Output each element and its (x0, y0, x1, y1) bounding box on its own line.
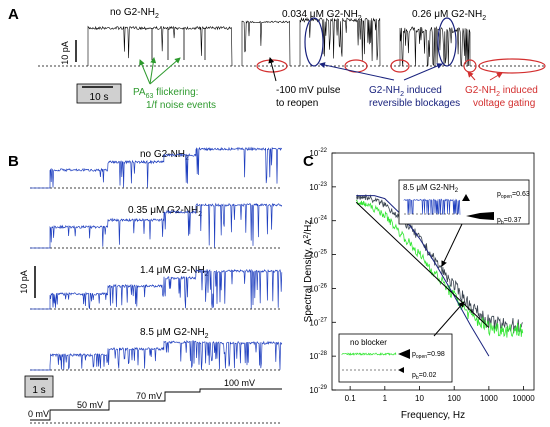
x-ticks: 0.1 1 10 100 1000 10000 (345, 386, 535, 403)
panel-b-scale-time-label: 1 s (32, 385, 45, 396)
y-tick-label-3: 10-25 (309, 250, 327, 260)
inset-top-popen: popen=0.63 (497, 191, 530, 200)
panel-a-trace-segment-2 (299, 16, 381, 67)
arrow-flicker-1 (139, 59, 151, 85)
panel-a-trace-segment-0 (87, 25, 233, 67)
annotation-gating-line2: voltage gating (473, 98, 535, 109)
voltage-100: 100 mV (224, 378, 255, 388)
ellipse-block-1 (304, 17, 324, 67)
y-tick-label-5: 10-27 (309, 317, 327, 327)
panel-b-trace-2 (30, 268, 283, 310)
panel-c-letter: C (303, 153, 314, 170)
inset-top-box (398, 179, 530, 225)
y-tick-label-7: 10-29 (309, 385, 327, 395)
inset-top-arrow (441, 223, 463, 267)
x-tick-label-4: 1000 (480, 394, 498, 403)
x-tick-label-5: 10000 (512, 394, 535, 403)
arrow-flicker-2 (149, 57, 157, 85)
voltage-70: 70 mV (136, 391, 162, 401)
plot-frame (331, 152, 535, 391)
x-tick-label-3: 100 (448, 394, 462, 403)
panel-c: C 10-2210-2310-2410-2510-2610-2710-2810-… (303, 148, 535, 421)
fit-line-0 (356, 195, 490, 357)
panel-b-trace-1 (30, 202, 283, 249)
inset-bottom-label: no blocker (350, 338, 387, 347)
annotation-flicker-line2: 1/f noise events (146, 100, 216, 111)
annotation-gating-line1: G2-NH2 induced (465, 85, 538, 98)
panel-a-label-none: no G2-NH2 (110, 7, 159, 20)
inset-bottom-histogram (398, 349, 410, 373)
inset-bottom-popen: popen=0.98 (412, 351, 445, 360)
inset-bottom-arrow (433, 301, 465, 337)
series-line-1 (355, 199, 524, 338)
y-tick-label-0: 10-22 (309, 148, 327, 158)
y-tick-label-2: 10-24 (309, 216, 327, 226)
voltage-protocol (30, 388, 282, 421)
annotation-pulse-line2: to reopen (276, 98, 318, 109)
inset-bottom-pb: pb=0.02 (412, 372, 437, 381)
panel-a-trace (87, 16, 471, 67)
panel-a-scale-time-label: 10 s (90, 92, 109, 103)
annotation-flicker-line1: PA63 flickering: (133, 87, 198, 100)
arrow-gating-2 (489, 72, 503, 81)
inset-top-label: 8.5 μM G2-NH2 (403, 183, 459, 194)
panel-b-label-1: 0.35 μM G2-NH2 (128, 205, 202, 218)
inset-top-trace-line (403, 198, 461, 216)
y-tick-label-6: 10-28 (309, 351, 327, 361)
inset-top-trace (403, 198, 461, 216)
y-axis-label: Spectral Density, A2/Hz (303, 220, 314, 323)
voltage-50: 50 mV (77, 400, 103, 410)
y-tick-label-1: 10-23 (309, 182, 327, 192)
inset-top-pb: pb=0.37 (497, 217, 522, 226)
panel-a-trace-segment-3 (399, 26, 471, 67)
series-line-0 (355, 194, 524, 334)
fit-line-1 (355, 201, 490, 328)
inset-top-histogram (462, 194, 494, 220)
panel-b: B no G2-NH2 0.35 μM G2-NH2 1.4 μM G2-NH2… (8, 146, 283, 424)
panel-b-trace-0 (30, 146, 283, 189)
voltage-0: 0 mV (28, 409, 49, 419)
x-tick-label-2: 10 (415, 394, 424, 403)
ellipse-block-2 (437, 17, 457, 67)
inset-bottom-box (338, 333, 453, 383)
panel-b-scale-current-label: 10 pA (19, 270, 29, 294)
panel-a-label-high: 0.26 μM G2-NH2 (412, 9, 486, 22)
arrow-gating-1 (467, 71, 476, 81)
ellipse-gating-3 (390, 59, 410, 73)
arrow-flicker-3 (149, 57, 181, 85)
panel-a: A no G2-NH2 0.034 μM G2-NH2 0.26 μM G2-N… (8, 6, 546, 111)
ellipse-gating-5 (478, 58, 546, 74)
annotation-block-line1: G2-NH2 induced (369, 85, 442, 98)
panel-b-trace-3 (30, 339, 283, 371)
panel-a-scale-time-box (76, 83, 122, 104)
y-tick-label-4: 10-26 (309, 283, 327, 293)
panel-b-letter: B (8, 153, 19, 170)
panel-a-trace-segment-1 (241, 20, 291, 67)
panel-b-label-3: 8.5 μM G2-NH2 (140, 327, 209, 340)
x-tick-label-0: 0.1 (345, 394, 357, 403)
arrow-block-1 (319, 62, 395, 81)
panel-a-scale-current-label: 10 pA (60, 41, 70, 65)
y-ticks: 10-22 10-23 10-24 10-25 10-26 10-27 10-28 10-29 (309, 148, 336, 395)
spectral-chart (355, 194, 524, 357)
arrow-block-2 (403, 63, 443, 81)
inset-bottom-trace-line (341, 352, 397, 356)
x-axis-label: Frequency, Hz (401, 410, 465, 421)
inset-bottom: no blocker popen=0.98 pb=0.02 (338, 301, 465, 383)
annotation-block-line2: reversible blockages (369, 98, 460, 109)
inset-top: 8.5 μM G2-NH2 popen=0.63 pb=0.37 (398, 179, 530, 267)
panel-a-letter: A (8, 6, 19, 23)
inset-bottom-trace (341, 352, 397, 371)
panel-a-label-low: 0.034 μM G2-NH2 (282, 9, 362, 22)
panel-b-scale-time-box (24, 375, 54, 398)
annotation-pulse-line1: -100 mV pulse (276, 85, 341, 96)
panel-b-traces (30, 146, 283, 371)
x-tick-label-1: 1 (383, 394, 388, 403)
arrow-pulse (268, 57, 277, 82)
